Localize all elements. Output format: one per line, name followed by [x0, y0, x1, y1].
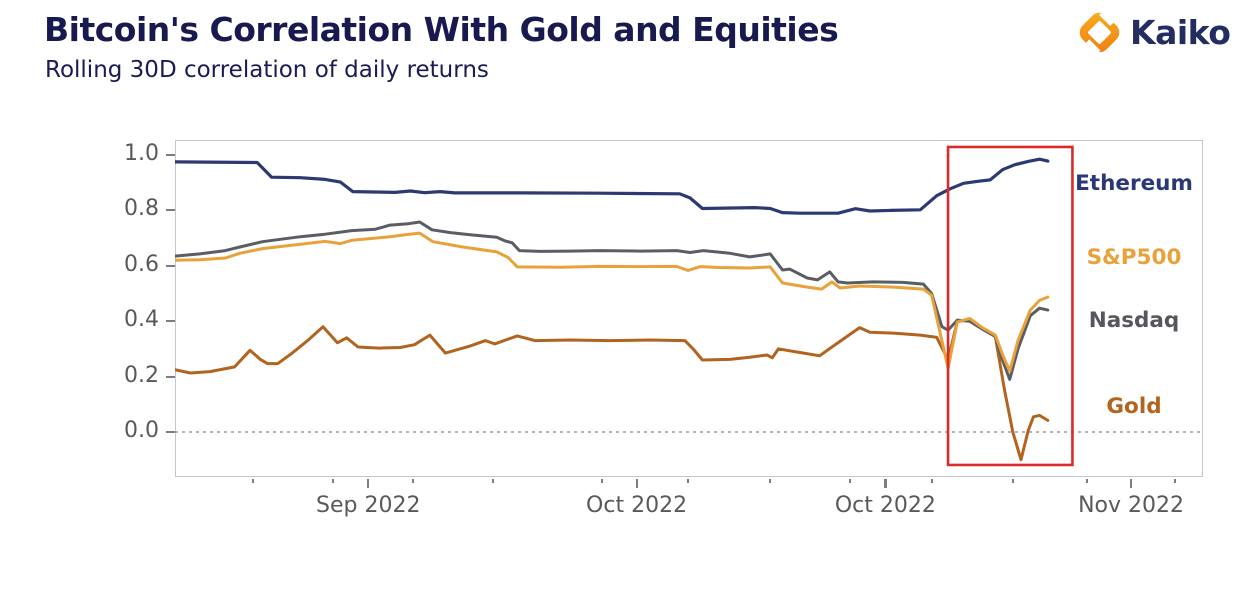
- x-axis-tick-minor: [849, 479, 852, 483]
- x-axis-tick-minor: [769, 479, 772, 483]
- x-axis-tick-major: [367, 479, 370, 488]
- legend-label-nasdaq: Nasdaq: [1088, 308, 1180, 334]
- x-axis-tick-minor: [1011, 479, 1014, 483]
- x-axis-label: Sep 2022: [316, 493, 421, 518]
- legend-label-ethereum: Ethereum: [1075, 170, 1193, 196]
- x-axis-tick-major: [1130, 479, 1133, 488]
- x-axis-tick-minor: [491, 479, 494, 483]
- y-axis-tick: [166, 431, 175, 433]
- y-axis-tick: [166, 209, 175, 212]
- x-axis-tick-minor: [412, 479, 415, 483]
- y-axis-label: 1.0: [124, 141, 159, 166]
- series-line-ethereum: [175, 157, 1050, 215]
- x-axis-tick-minor: [252, 479, 255, 483]
- highlight-box: [946, 145, 1074, 467]
- kaiko-logo-icon: [1079, 11, 1120, 54]
- y-axis-label: 0.0: [124, 418, 159, 443]
- x-axis-tick-minor: [1174, 479, 1177, 483]
- x-axis-tick-minor: [332, 479, 335, 483]
- x-axis-label: Oct 2022: [834, 493, 936, 518]
- series-line-gold: [175, 318, 1050, 462]
- y-axis-label: 0.2: [124, 362, 159, 388]
- x-axis-label: Oct 2022: [586, 493, 688, 518]
- x-axis-tick-major: [635, 479, 638, 488]
- y-axis-label: 0.6: [124, 251, 159, 277]
- chart-svg: [175, 145, 1203, 467]
- chart-title: Bitcoin's Correlation With Gold and Equi…: [44, 10, 839, 49]
- y-axis-tick: [166, 320, 175, 323]
- legend-label-sp500: S&P500: [1086, 244, 1182, 270]
- x-axis-tick-minor: [1085, 479, 1088, 483]
- y-axis-tick: [166, 264, 175, 267]
- y-axis-label: 0.4: [124, 307, 159, 333]
- chart-plot: 1.0 0.8 0.6 0.4 0.2 0.0 Sep 2022 Oct 2022 Oct 20…: [124, 140, 1203, 518]
- x-axis-tick-minor: [686, 479, 689, 483]
- x-axis-tick-major: [884, 479, 887, 488]
- x-axis-label: Nov 2022: [1078, 493, 1184, 518]
- y-axis-tick: [166, 375, 175, 378]
- y-axis-tick: [166, 154, 175, 156]
- legend-label-gold: Gold: [1106, 393, 1162, 419]
- series-line-sp500: [175, 231, 1050, 373]
- x-axis-tick-minor: [600, 479, 603, 483]
- series-line-nasdaq: [175, 220, 1050, 381]
- kaiko-logo-text: Kaiko: [1130, 13, 1231, 52]
- x-axis-tick-minor: [930, 479, 933, 483]
- y-axis-label: 0.8: [124, 196, 159, 222]
- chart-subtitle: Rolling 30D correlation of daily returns: [45, 57, 489, 83]
- kaiko-logo: Kaiko: [1076, 9, 1231, 56]
